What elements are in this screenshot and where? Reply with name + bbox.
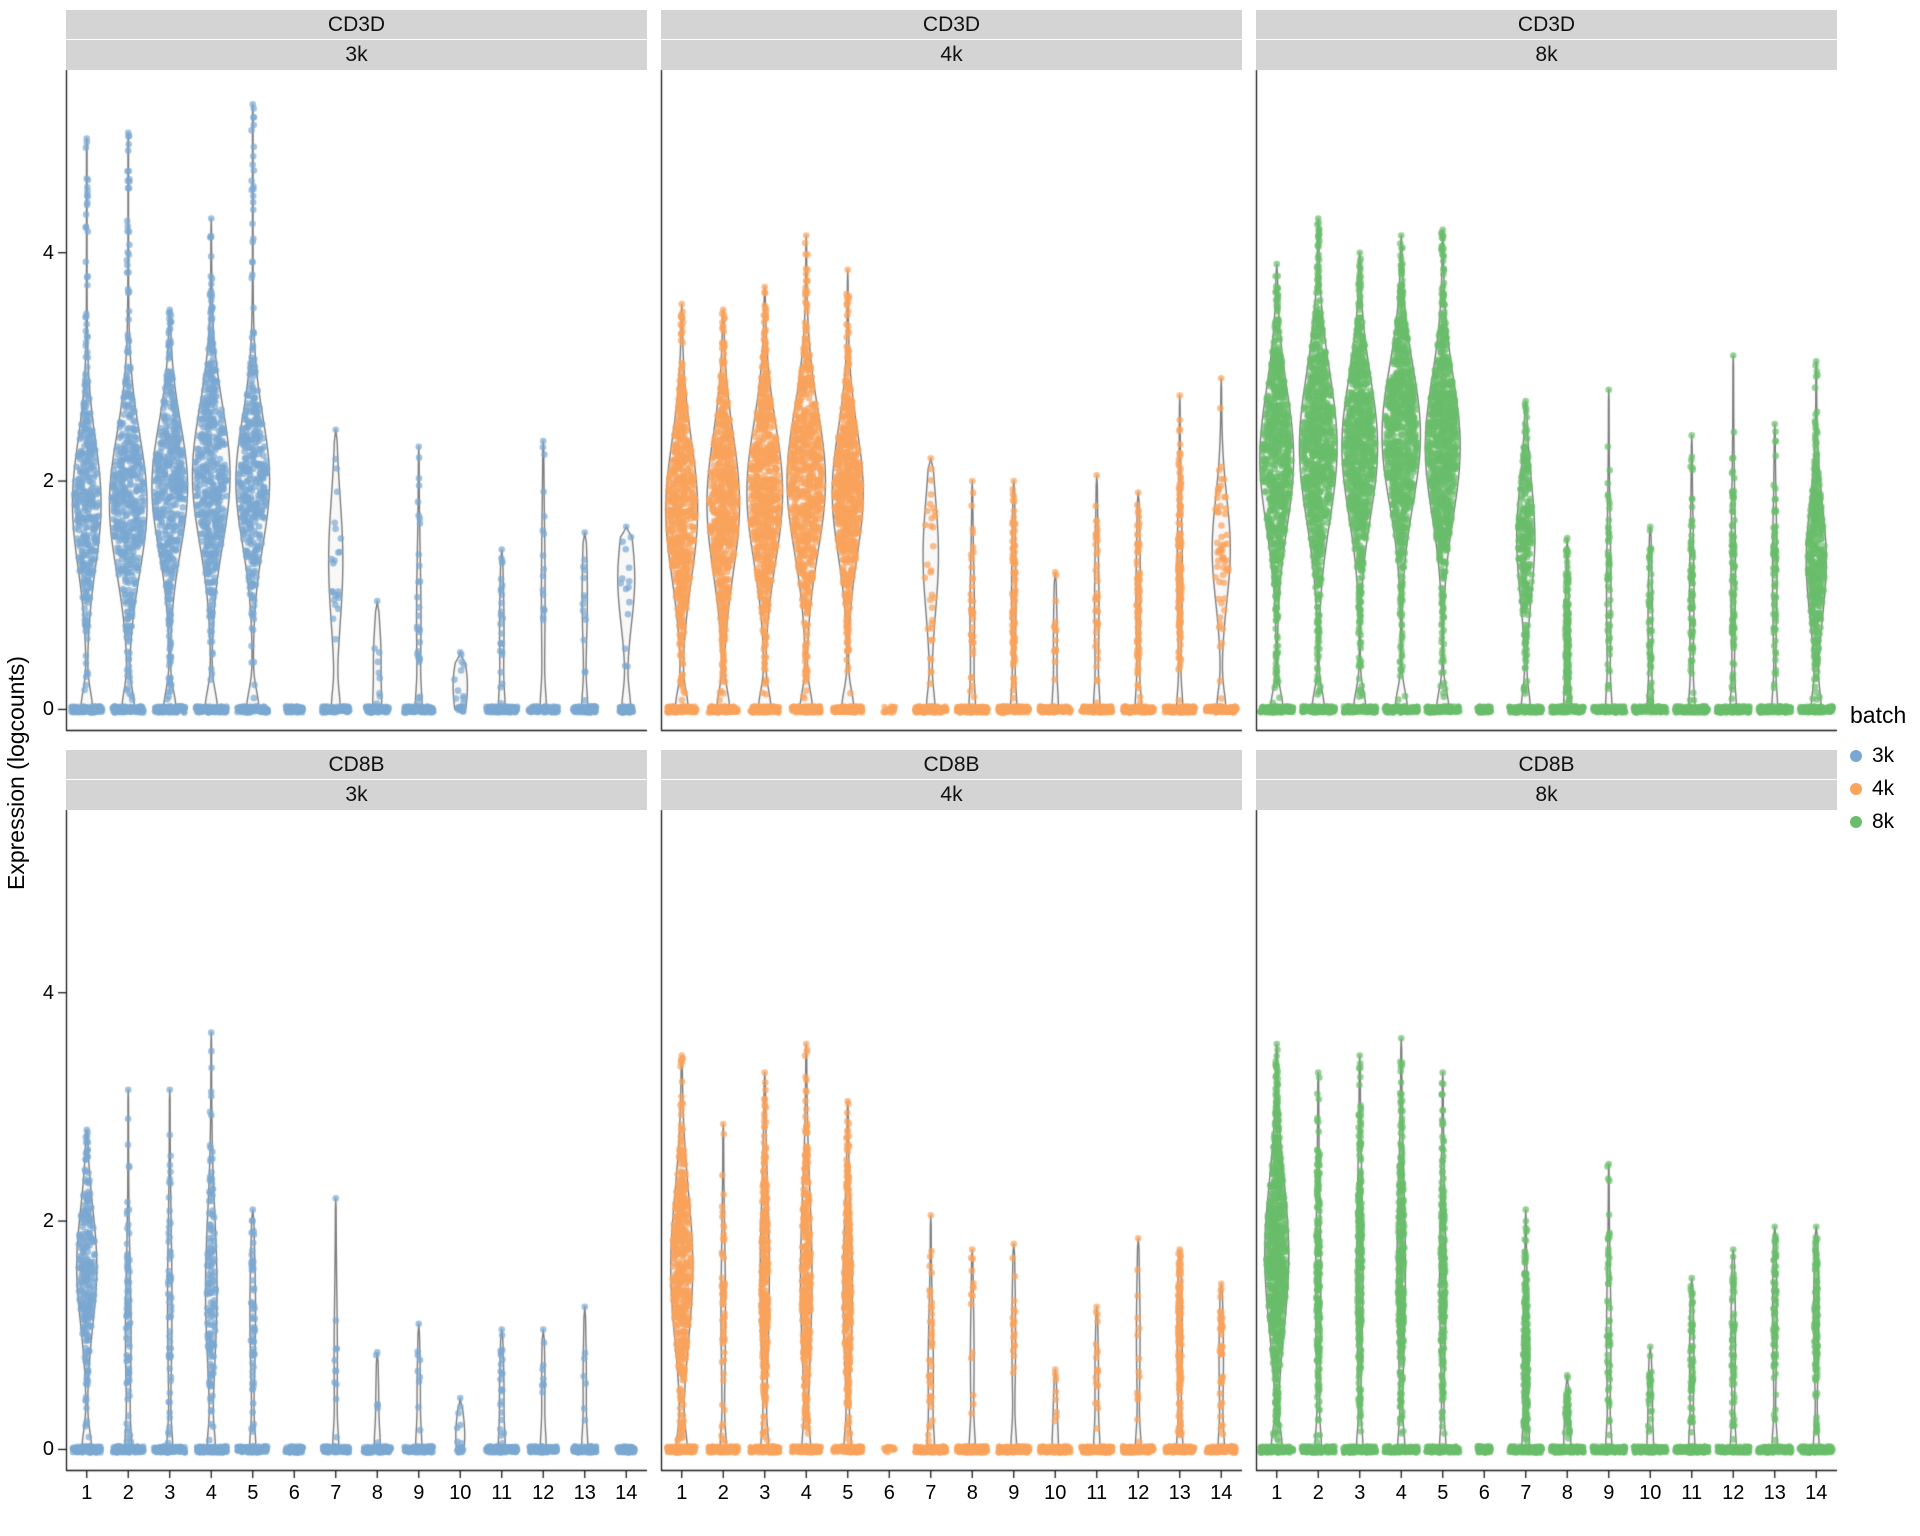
legend-item-8k: 8k bbox=[1850, 805, 1906, 838]
legend-dot-3k-icon bbox=[1850, 749, 1862, 762]
legend-label-3k: 3k bbox=[1872, 743, 1895, 767]
legend: batch 3k 4k 8k bbox=[1850, 702, 1906, 838]
legend-label-4k: 4k bbox=[1872, 776, 1895, 800]
legend-dot-8k-icon bbox=[1850, 815, 1862, 828]
y-axis-title: Expression (logcounts) bbox=[3, 656, 29, 890]
legend-title: batch bbox=[1850, 702, 1907, 728]
legend-label-8k: 8k bbox=[1872, 809, 1895, 833]
legend-item-3k: 3k bbox=[1850, 739, 1906, 772]
legend-item-4k: 4k bbox=[1850, 772, 1906, 805]
legend-dot-4k-icon bbox=[1850, 782, 1862, 795]
